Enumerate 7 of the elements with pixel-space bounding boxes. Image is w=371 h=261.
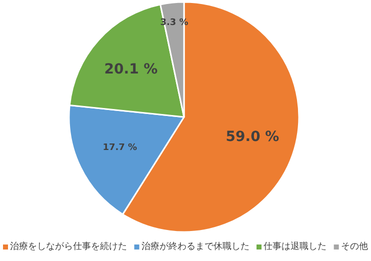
legend-label: 治療が終わるまで休職した xyxy=(141,241,250,252)
data-label: 20.1 % xyxy=(104,61,158,78)
legend-label: その他 xyxy=(341,241,368,252)
data-label: 59.0 % xyxy=(226,128,280,145)
legend-label: 治療をしながら仕事を続けた xyxy=(10,241,128,252)
legend-label: 仕事は退職した xyxy=(264,241,327,252)
data-label: 17.7 % xyxy=(102,143,138,154)
